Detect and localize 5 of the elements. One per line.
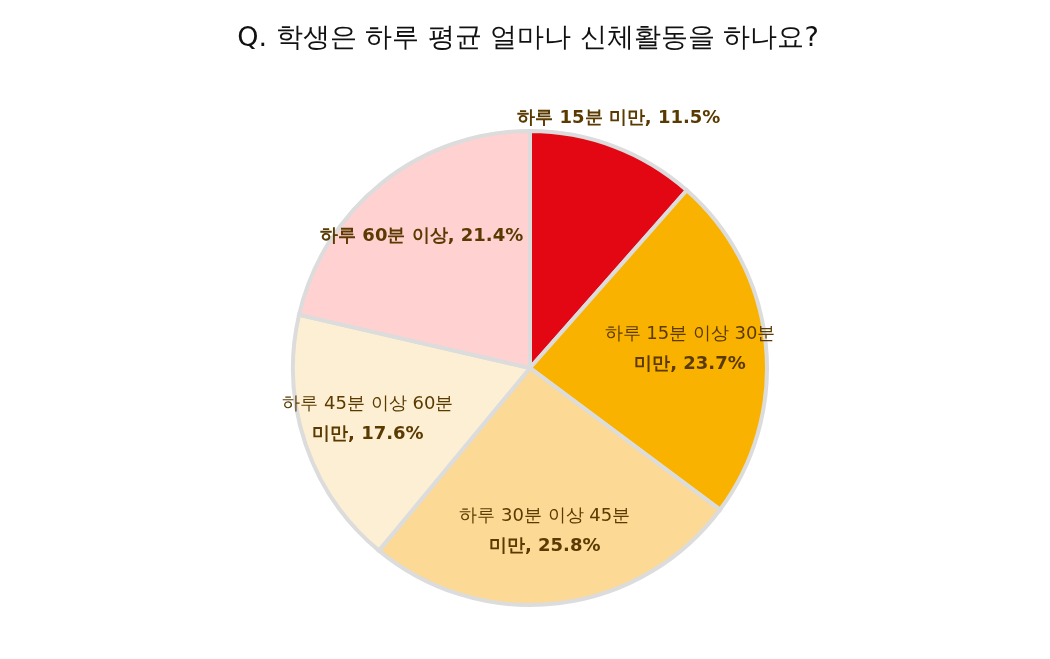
chart-title: Q. 학생은 하루 평균 얼마나 신체활동을 하나요? bbox=[237, 21, 819, 52]
slice-label: 하루 15분 미만, 11.5% bbox=[517, 105, 721, 127]
slice-label: 하루 45분 이상 60분 미만, 17.6% bbox=[282, 392, 454, 444]
slice-label: 하루 60분 이상, 21.4% bbox=[320, 224, 524, 246]
slice-label: 하루 30분 이상 45분 미만, 25.8% bbox=[459, 503, 631, 555]
